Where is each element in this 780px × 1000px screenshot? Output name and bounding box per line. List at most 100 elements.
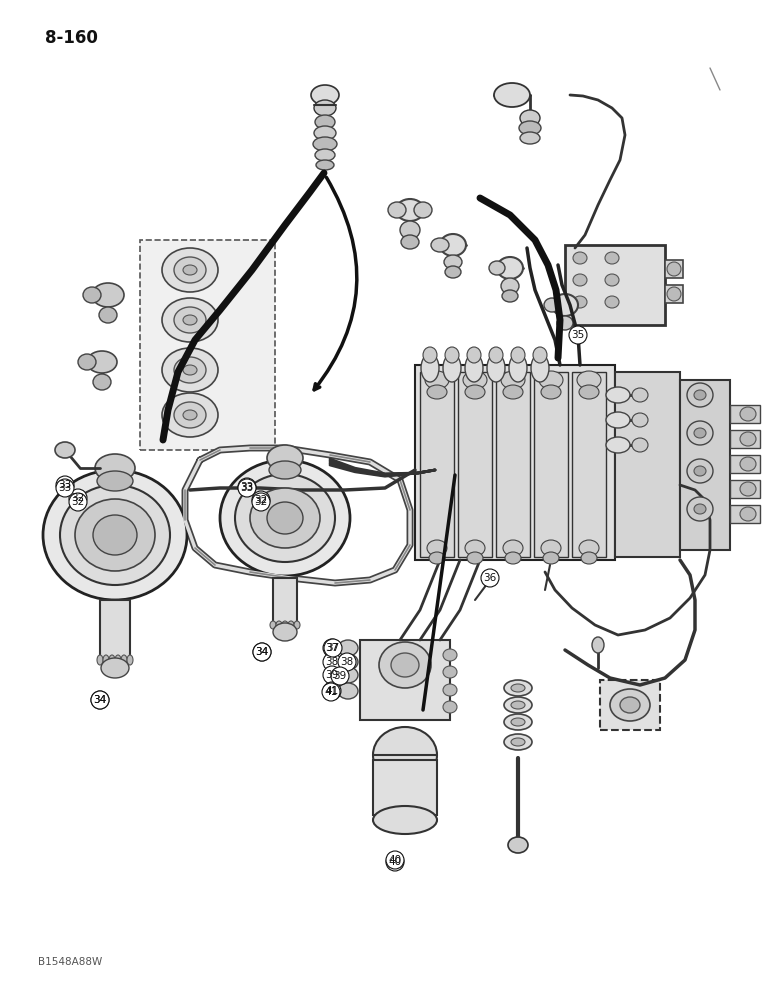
Ellipse shape <box>740 407 756 421</box>
Text: 33: 33 <box>240 483 254 493</box>
Ellipse shape <box>463 371 487 389</box>
Text: 34: 34 <box>255 647 268 657</box>
Ellipse shape <box>183 365 197 375</box>
Text: 37: 37 <box>325 643 339 653</box>
Ellipse shape <box>238 479 256 497</box>
Ellipse shape <box>174 357 206 383</box>
Ellipse shape <box>373 727 437 783</box>
Ellipse shape <box>183 410 197 420</box>
Ellipse shape <box>338 654 358 670</box>
Ellipse shape <box>267 445 303 471</box>
Ellipse shape <box>83 287 101 303</box>
Ellipse shape <box>87 351 117 373</box>
Bar <box>373 760 437 815</box>
Ellipse shape <box>465 385 485 399</box>
Bar <box>730 405 760 423</box>
Bar <box>565 245 665 325</box>
Ellipse shape <box>316 160 334 170</box>
Text: 32: 32 <box>72 497 84 507</box>
Bar <box>665 260 683 278</box>
Bar <box>273 578 297 623</box>
Ellipse shape <box>93 515 137 555</box>
Ellipse shape <box>91 691 109 709</box>
Ellipse shape <box>121 655 127 665</box>
Bar <box>730 430 760 448</box>
Ellipse shape <box>694 466 706 476</box>
Ellipse shape <box>520 132 540 144</box>
Ellipse shape <box>115 655 121 665</box>
Ellipse shape <box>687 459 713 483</box>
Ellipse shape <box>740 457 756 471</box>
Ellipse shape <box>541 385 561 399</box>
Text: 33: 33 <box>58 483 72 493</box>
Ellipse shape <box>465 354 483 382</box>
Ellipse shape <box>539 371 563 389</box>
Text: 33: 33 <box>58 480 72 490</box>
Text: B1548A88W: B1548A88W <box>38 957 102 967</box>
Bar <box>730 480 760 498</box>
Ellipse shape <box>401 235 419 249</box>
Ellipse shape <box>487 354 505 382</box>
Ellipse shape <box>444 255 462 269</box>
Ellipse shape <box>531 354 549 382</box>
Ellipse shape <box>489 347 503 363</box>
Ellipse shape <box>55 442 75 458</box>
Ellipse shape <box>503 385 523 399</box>
Ellipse shape <box>174 307 206 333</box>
Ellipse shape <box>557 316 573 330</box>
Text: 35: 35 <box>572 330 585 340</box>
Ellipse shape <box>577 371 601 389</box>
Ellipse shape <box>440 234 466 256</box>
Ellipse shape <box>99 307 117 323</box>
Ellipse shape <box>93 374 111 390</box>
Ellipse shape <box>69 493 87 511</box>
Ellipse shape <box>431 238 449 252</box>
Ellipse shape <box>740 432 756 446</box>
Ellipse shape <box>605 296 619 308</box>
Ellipse shape <box>511 347 525 363</box>
Ellipse shape <box>252 491 270 509</box>
Ellipse shape <box>504 680 532 696</box>
Ellipse shape <box>162 298 218 342</box>
Ellipse shape <box>502 290 518 302</box>
Ellipse shape <box>501 278 519 294</box>
Ellipse shape <box>127 655 133 665</box>
Ellipse shape <box>579 540 599 556</box>
Ellipse shape <box>250 488 320 548</box>
Ellipse shape <box>311 85 339 105</box>
Ellipse shape <box>687 497 713 521</box>
Ellipse shape <box>103 655 109 665</box>
Ellipse shape <box>581 552 597 564</box>
Ellipse shape <box>425 371 449 389</box>
Ellipse shape <box>544 298 560 312</box>
Ellipse shape <box>314 126 336 140</box>
Ellipse shape <box>443 684 457 696</box>
Ellipse shape <box>253 643 271 661</box>
Ellipse shape <box>323 639 341 657</box>
Ellipse shape <box>101 658 129 678</box>
Ellipse shape <box>314 100 336 116</box>
Ellipse shape <box>533 347 547 363</box>
Ellipse shape <box>687 383 713 407</box>
Text: 37: 37 <box>326 643 339 653</box>
Bar <box>100 600 130 660</box>
Ellipse shape <box>56 476 74 494</box>
Ellipse shape <box>43 470 187 600</box>
Ellipse shape <box>294 621 300 629</box>
Ellipse shape <box>465 540 485 556</box>
Ellipse shape <box>740 507 756 521</box>
Ellipse shape <box>443 666 457 678</box>
Ellipse shape <box>552 294 578 316</box>
Ellipse shape <box>388 202 406 218</box>
Ellipse shape <box>511 684 525 692</box>
Bar <box>730 505 760 523</box>
Ellipse shape <box>174 402 206 428</box>
Ellipse shape <box>273 623 297 641</box>
Ellipse shape <box>396 199 424 221</box>
Ellipse shape <box>323 666 341 684</box>
Ellipse shape <box>400 221 420 239</box>
Ellipse shape <box>573 296 587 308</box>
Text: 32: 32 <box>72 493 84 503</box>
Ellipse shape <box>421 354 439 382</box>
Ellipse shape <box>338 640 358 656</box>
